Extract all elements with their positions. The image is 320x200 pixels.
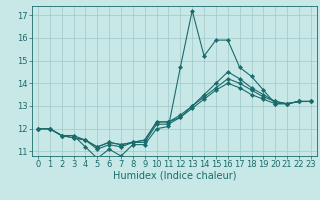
X-axis label: Humidex (Indice chaleur): Humidex (Indice chaleur): [113, 171, 236, 181]
